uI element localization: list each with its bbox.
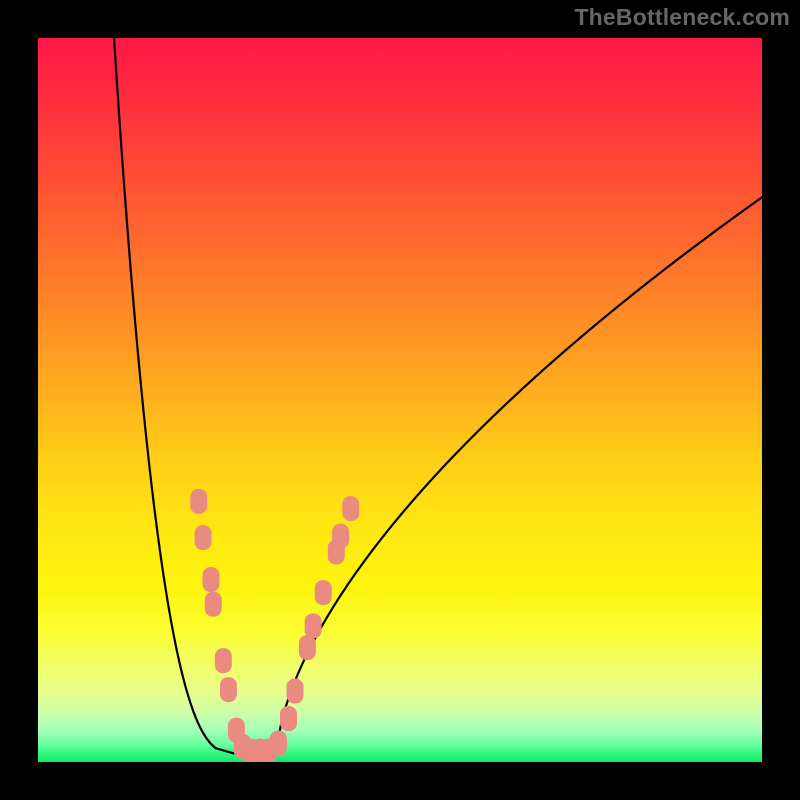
data-marker	[332, 524, 349, 549]
plot-area	[38, 38, 762, 762]
data-marker	[299, 635, 316, 660]
data-marker	[215, 648, 232, 673]
data-marker	[305, 613, 322, 638]
data-marker	[280, 706, 297, 731]
data-marker	[195, 525, 212, 550]
plot-svg	[38, 38, 762, 762]
watermark-text: TheBottleneck.com	[574, 4, 790, 31]
data-marker	[220, 677, 237, 702]
data-marker	[270, 731, 287, 756]
data-marker	[287, 679, 304, 704]
data-marker	[203, 567, 220, 592]
data-marker	[342, 496, 359, 521]
data-marker	[190, 489, 207, 514]
data-marker	[315, 580, 332, 605]
chart-root: TheBottleneck.com	[0, 0, 800, 800]
data-marker	[205, 592, 222, 617]
gradient-bg	[38, 38, 762, 762]
